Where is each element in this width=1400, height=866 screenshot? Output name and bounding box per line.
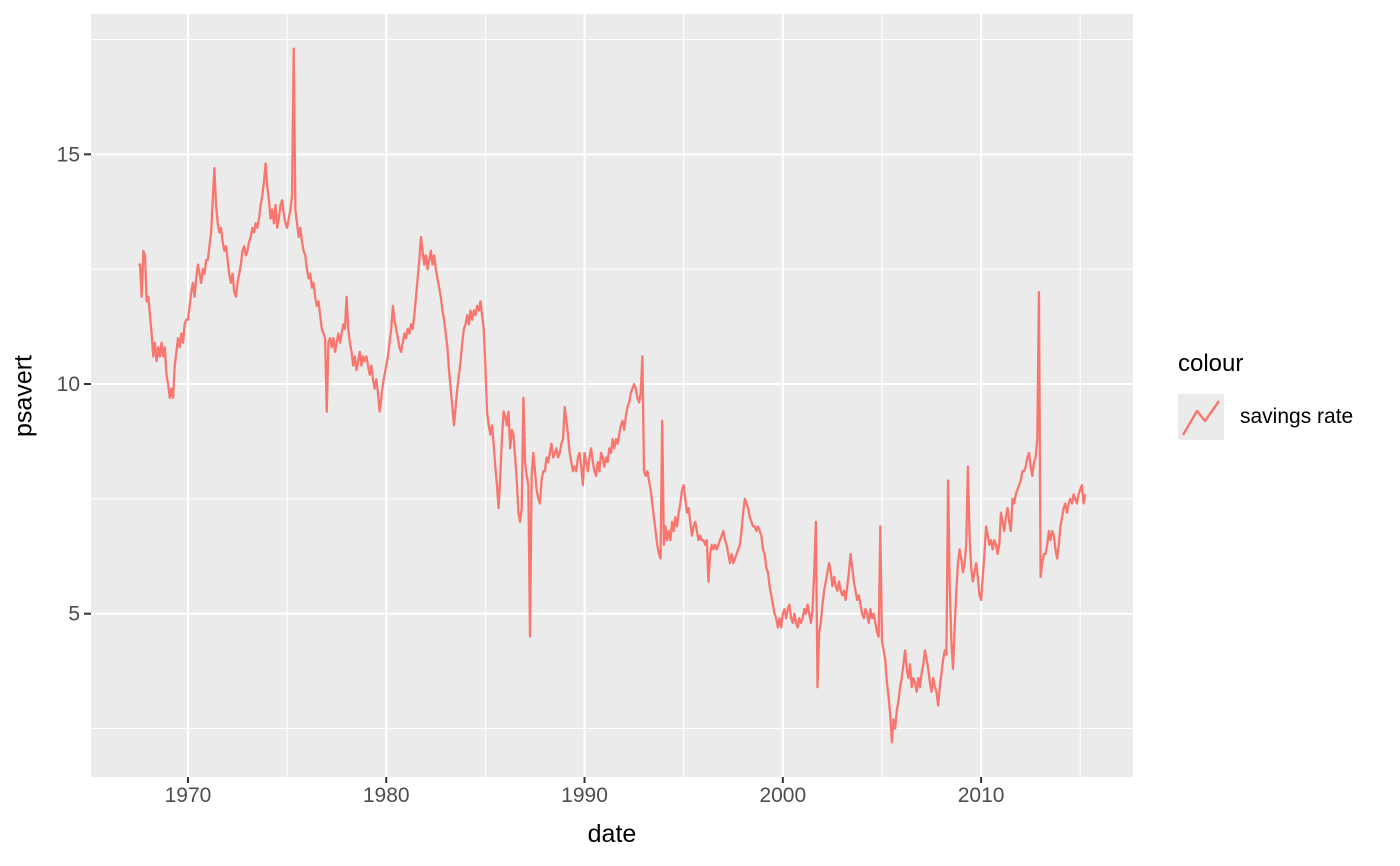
y-tick-label: 15: [57, 143, 80, 166]
legend-entry: savings rate: [1178, 394, 1353, 440]
legend-title: colour: [1178, 350, 1244, 377]
y-tick-label: 10: [57, 373, 80, 396]
legend-label: savings rate: [1240, 405, 1354, 428]
savings-rate-line: [138, 47, 1087, 744]
x-tick-label: 1970: [165, 784, 212, 807]
x-axis-title: date: [587, 820, 637, 848]
y-tick-label: 5: [68, 603, 80, 626]
legend-key-timeseries-icon: [1178, 394, 1224, 440]
x-tick-label: 1980: [363, 784, 410, 807]
legend: colour savings rate: [1178, 350, 1353, 440]
legend-key-line: [1181, 400, 1220, 436]
plot-panel: [91, 14, 1133, 777]
y-axis-title: psavert: [9, 355, 38, 437]
x-tick-label: 2010: [958, 784, 1005, 807]
x-tick-label: 1990: [561, 784, 608, 807]
x-tick-label: 2000: [759, 784, 806, 807]
